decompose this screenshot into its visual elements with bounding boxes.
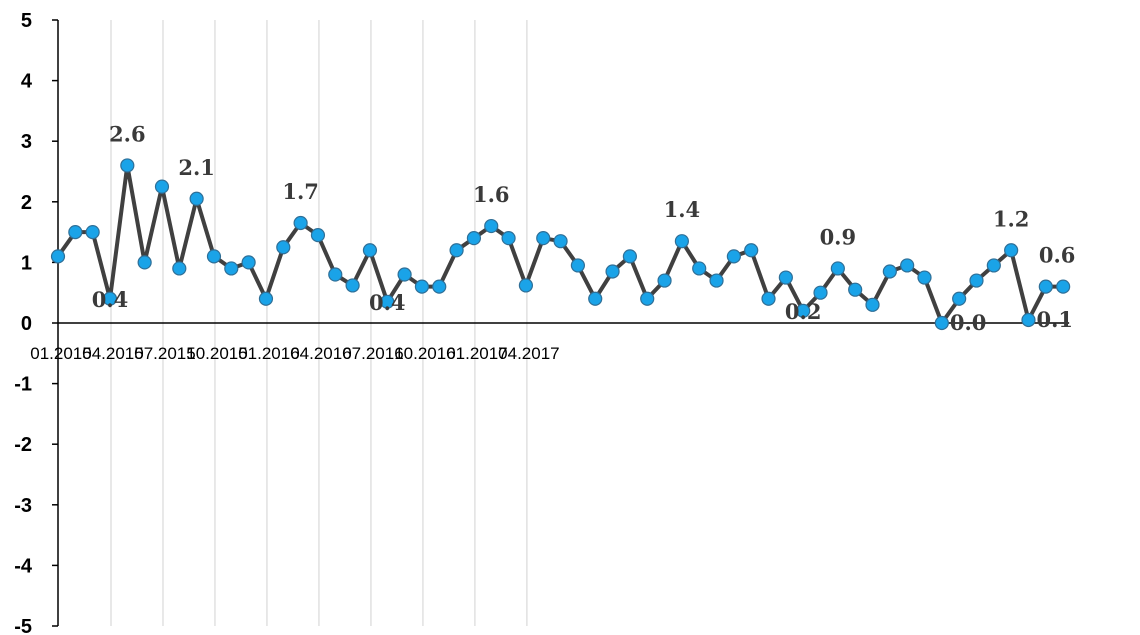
data-point [570, 258, 586, 273]
data-label: 1.6 [473, 182, 510, 207]
data-points [50, 158, 1071, 331]
data-point [848, 282, 863, 297]
data-point [917, 270, 932, 285]
data-point [830, 261, 845, 276]
data-point [102, 291, 118, 306]
x-tick-label: 01.2015 [30, 344, 91, 363]
y-tick-label: 2 [21, 192, 32, 214]
data-point [813, 285, 828, 300]
data-point [310, 228, 326, 243]
x-tick-label: 01.2016 [238, 344, 299, 363]
data-point [986, 258, 1001, 273]
data-point [605, 264, 620, 279]
data-label: 0.0 [950, 310, 987, 335]
y-tick-label: -1 [14, 374, 32, 396]
data-point [726, 249, 741, 264]
data-point [276, 240, 291, 255]
data-point [362, 243, 378, 258]
data-point [518, 278, 534, 293]
data-label: 1.2 [993, 206, 1030, 231]
data-point [432, 279, 447, 294]
data-point [900, 258, 915, 273]
data-label: 1.7 [282, 179, 319, 204]
data-labels: 0.4 2.6 2.1 1.7 0.4 1.6 1.4 0.2 0.9 0.0 1.2 0.1 0.6 [92, 121, 1076, 335]
data-point [1038, 279, 1053, 294]
data-point [397, 267, 412, 282]
data-point [536, 231, 551, 246]
y-tick-label: 5 [21, 10, 32, 32]
data-point [882, 264, 897, 279]
data-point [328, 267, 343, 282]
data-point [588, 291, 603, 306]
y-tick-label: -3 [14, 495, 32, 517]
data-point [969, 273, 984, 288]
data-point [258, 291, 274, 306]
data-point [206, 249, 222, 264]
data-point [68, 225, 83, 240]
data-point [761, 291, 776, 306]
x-tick-label: 07.2015 [134, 344, 195, 363]
y-tick-label: -2 [14, 434, 32, 456]
data-point [120, 158, 135, 173]
data-point [674, 234, 689, 249]
y-tick-label: -4 [14, 555, 33, 577]
data-point [172, 261, 187, 276]
y-tick-label: 3 [21, 131, 32, 153]
data-point [692, 261, 707, 276]
data-point [414, 279, 430, 294]
y-tick-labels: -5 -4 -3 -2 -1 0 1 2 3 4 5 [14, 10, 58, 635]
y-tick-label: 0 [21, 313, 32, 335]
data-point [952, 291, 967, 306]
x-tick-label: 04.2017 [498, 344, 559, 363]
x-tick-label: 01.2017 [446, 344, 507, 363]
data-label: 0.6 [1039, 243, 1076, 268]
data-point [622, 249, 637, 264]
data-point [380, 294, 395, 309]
y-tick-label: -5 [14, 616, 32, 635]
data-point [484, 218, 499, 234]
data-point [293, 215, 308, 231]
data-point [778, 270, 793, 285]
data-point [241, 255, 256, 270]
data-point [744, 243, 759, 258]
data-label: 0.4 [92, 287, 129, 312]
data-label: 2.1 [178, 155, 215, 180]
x-tick-label: 10.2015 [186, 344, 247, 363]
data-point [50, 249, 66, 264]
data-point [865, 297, 880, 312]
data-label: 0.4 [369, 290, 406, 315]
data-point [224, 261, 239, 276]
data-point [189, 191, 204, 206]
data-label: 0.2 [785, 299, 822, 324]
data-point [154, 179, 170, 194]
data-label: 0.9 [820, 224, 857, 249]
data-point [934, 315, 949, 331]
data-point [466, 231, 482, 246]
data-label: 0.1 [1036, 307, 1073, 332]
data-point [501, 231, 516, 246]
data-point [1056, 279, 1071, 294]
data-point [449, 243, 464, 258]
x-tick-label: 04.2016 [290, 344, 351, 363]
x-tick-label: 04.2015 [82, 344, 143, 363]
data-point [709, 273, 724, 288]
data-label: 1.4 [664, 197, 701, 222]
data-point [1004, 243, 1019, 258]
data-point [1021, 312, 1036, 328]
data-point [345, 278, 360, 293]
data-point [553, 234, 568, 249]
y-tick-label: 1 [21, 252, 32, 274]
data-label: 2.6 [109, 121, 146, 146]
data-point [137, 255, 152, 270]
data-point [85, 225, 100, 240]
data-point [657, 273, 672, 288]
x-tick-label: 07.2016 [342, 344, 403, 363]
data-point [796, 303, 811, 318]
data-point [640, 291, 655, 306]
y-tick-label: 4 [21, 71, 33, 93]
x-tick-labels: 01.201504.201507.201510.201501.201604.20… [30, 344, 559, 363]
x-tick-label: 10.2016 [394, 344, 455, 363]
